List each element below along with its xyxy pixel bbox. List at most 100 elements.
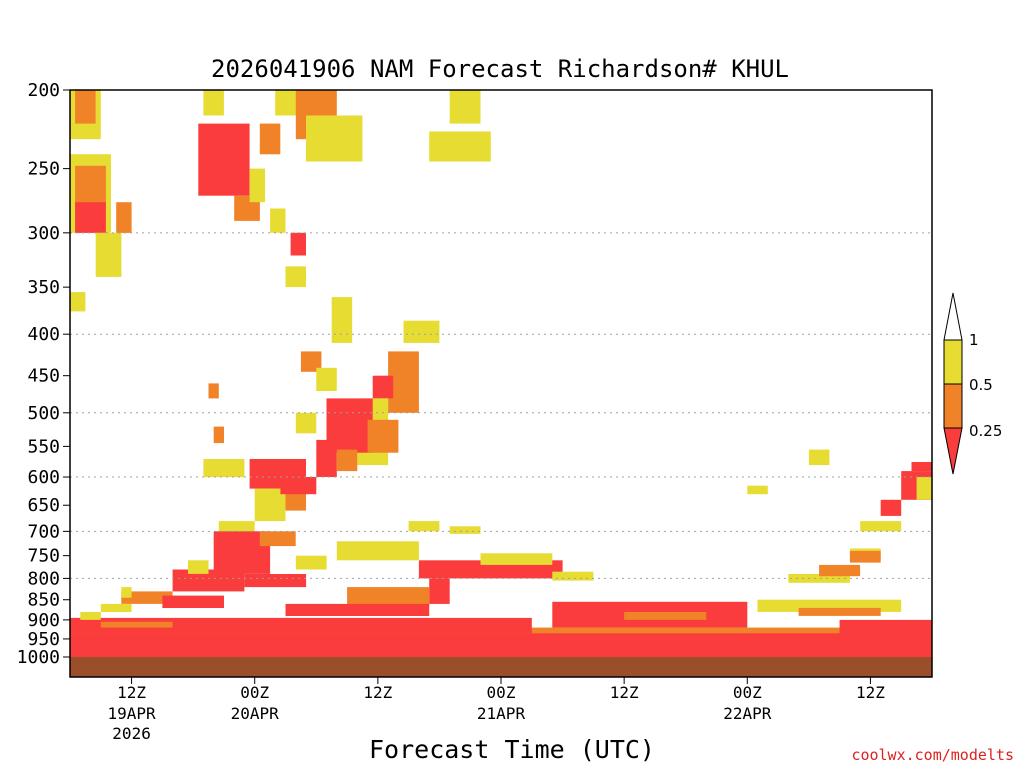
heatmap-cell-73 [860,521,902,532]
heatmap-cell-54 [429,578,450,604]
heatmap-cell-4 [75,202,106,233]
heatmap-cell-13 [249,168,265,203]
heatmap-cell-78 [839,619,932,643]
heatmap-cell-49 [121,587,132,598]
heatmap-cell-76 [916,477,932,500]
heatmap-cell-70 [819,564,861,577]
x-tick-label: 00Z [487,683,516,702]
heatmap-cell-7 [70,292,86,312]
heatmap-cell-33 [208,383,219,399]
heatmap-cell-31 [336,449,358,472]
y-tick-label-900: 900 [27,610,60,631]
x-tick-label: 12Z [856,683,885,702]
credit-text: coolwx.com/modelts [851,746,1014,764]
heatmap-cell-34 [213,426,224,444]
legend: 1 0.5 0.25 [943,292,1002,475]
heatmap-cell-55 [347,587,430,608]
x-tick-label: 12Z [363,683,392,702]
y-tick-label-200: 200 [27,80,60,101]
y-tick-label-1000: 1000 [17,647,60,668]
heatmap-cell-35 [203,459,245,478]
heatmap-cell-52 [480,553,553,565]
heatmap-cell-53 [552,571,594,581]
heatmap-cell-24 [316,367,337,391]
heatmap-cell-21 [331,297,353,343]
legend-label: 1 [969,331,979,349]
heatmap-cell-44 [188,560,209,574]
heatmap-cell-30 [316,439,337,477]
heatmap-cell-74 [880,499,902,516]
legend-cap-bottom [943,427,963,475]
heatmap-cell-5 [95,232,122,277]
gridlines [70,232,932,579]
heatmap-cell-58 [449,526,481,534]
legend-swatch-b025-05 [943,383,963,429]
y-axis: 200 250 300 350 400 450 500 550 600 650 700 7508008… [17,80,70,668]
heatmap-cell-3 [75,165,106,209]
heatmap-cell-45 [244,574,307,588]
heatmap-cell-38 [254,488,286,522]
heatmap-cells [70,90,932,657]
heatmap-cell-11 [198,123,250,196]
y-tick-label-550: 550 [27,436,60,457]
x-tick-label: 12Z [610,683,639,702]
y-tick-label-650: 650 [27,495,60,516]
y-tick-label-250: 250 [27,159,60,180]
heatmap-cell-80 [747,485,768,495]
y-tick-label-950: 950 [27,629,60,650]
heatmap-cell-15 [290,232,306,256]
heatmap-cell-50 [336,541,419,561]
heatmap-cell-66 [624,612,707,620]
x-tick-label: 00Z [733,683,762,702]
heatmap-cell-25 [388,351,419,413]
heatmap-cell-56 [285,603,430,616]
x-tick-date: 19APR [107,704,156,723]
heatmap-cell-63 [80,612,101,620]
heatmap-cell-59 [70,632,932,657]
x-tick-label: 12Z [117,683,146,702]
x-tick-date: 20APR [231,704,280,723]
heatmap-cell-69 [788,574,850,583]
heatmap-cell-57 [408,521,440,532]
x-tick-label: 00Z [240,683,269,702]
heatmap-cell-79 [808,449,830,466]
y-tick-label-350: 350 [27,277,60,298]
heatmap-cell-32 [295,412,317,434]
y-tick-label-300: 300 [27,223,60,244]
heatmap-cell-62 [100,621,173,628]
heatmap-cell-18 [306,115,363,162]
x-tick-year: 2026 [112,724,151,743]
ground-band [70,657,932,677]
heatmap-cell-61 [70,617,532,634]
heatmap-cell-16 [285,266,306,288]
heatmap-cell-23 [300,351,322,372]
y-tick-label-700: 700 [27,521,60,542]
heatmap-cell-77 [911,462,932,472]
x-tick-date: 22APR [723,704,772,723]
heatmap-cell-1 [75,90,96,124]
x-tick-date: 21APR [477,704,526,723]
heatmap-cell-72 [849,550,881,563]
legend-label: 0.5 [969,376,993,394]
heatmap-cell-39 [280,477,317,495]
heatmap-cell-68 [798,607,881,616]
y-tick-label-450: 450 [27,366,60,387]
heatmap-cell-19 [449,90,481,124]
chart-title: 2026041906 NAM Forecast Richardson# KHUL [211,55,789,83]
heatmap-cell-6 [116,202,132,233]
x-axis-label: Forecast Time (UTC) [369,735,655,764]
heatmap-cell-48 [162,595,224,608]
heatmap-cell-10 [259,123,281,155]
y-tick-label-600: 600 [27,467,60,488]
legend-label: 0.25 [969,422,1002,440]
heatmap-cell-29 [367,419,399,453]
heatmap-cell-26 [372,375,394,399]
y-tick-label-400: 400 [27,324,60,345]
y-tick-label-800: 800 [27,568,60,589]
heatmap-cell-47 [121,591,173,604]
heatmap-cell-46 [295,555,327,570]
heatmap-cell-42 [259,531,296,547]
heatmap-cell-20 [429,131,491,162]
